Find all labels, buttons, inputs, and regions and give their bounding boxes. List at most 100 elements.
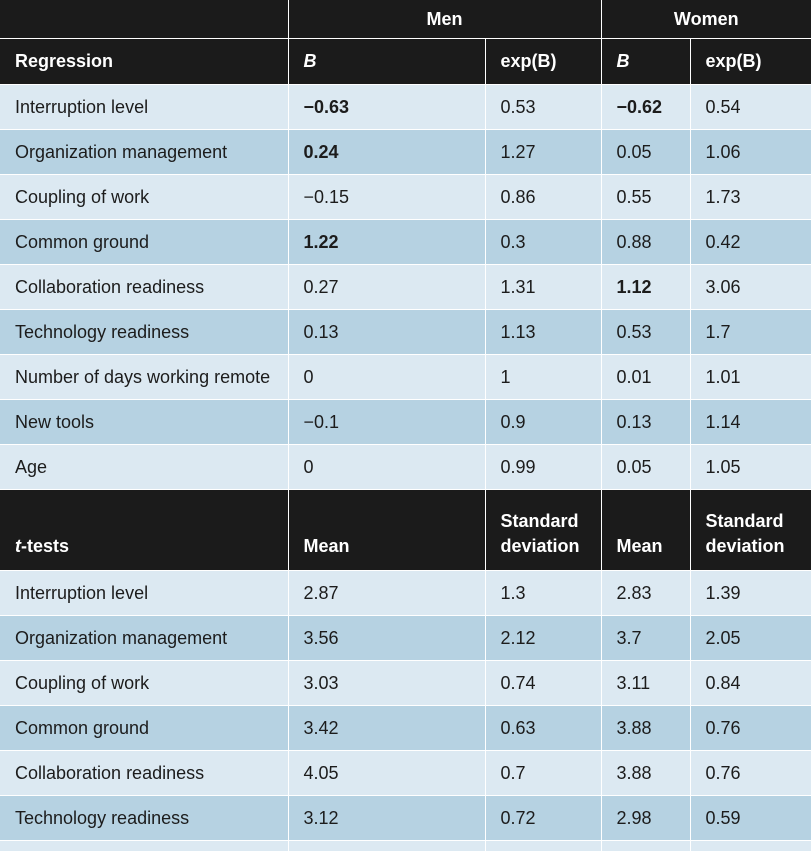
ttest-men-sd-cell: 0.7 — [485, 750, 602, 796]
regression-women-b-cell: 1.12 — [601, 264, 691, 310]
regression-row: Number of days working remote 0 1 0.01 1.01 — [0, 354, 811, 400]
regression-men-exp-cell: 0.3 — [485, 219, 602, 265]
ttest-row-label: Organization management — [0, 615, 289, 661]
regression-men-b-cell: 0.24 — [288, 129, 486, 175]
regression-men-exp-cell: 0.99 — [485, 444, 602, 490]
ttest-row-label: Collaboration readiness — [0, 750, 289, 796]
women-b-header: B — [601, 38, 691, 85]
regression-header-row: Regression B exp(B) B exp(B) — [0, 38, 811, 85]
regression-women-exp-cell: 1.01 — [690, 354, 811, 400]
regression-women-exp-cell: 1.7 — [690, 309, 811, 355]
regression-row: Interruption level −0.63 0.53 −0.62 0.54 — [0, 84, 811, 130]
ttest-men-mean-cell: 3.03 — [288, 660, 486, 706]
ttest-women-mean-cell: 2.83 — [601, 570, 691, 616]
regression-women-exp-cell: 1.14 — [690, 399, 811, 445]
ttests-section-label: t-tests — [0, 489, 289, 571]
tail-cell — [485, 840, 602, 852]
ttest-women-sd-cell: 2.05 — [690, 615, 811, 661]
regression-row: Coupling of work −0.15 0.86 0.55 1.73 — [0, 174, 811, 220]
table-tail-row — [0, 840, 811, 852]
ttest-women-mean-cell: 3.88 — [601, 705, 691, 751]
regression-men-b-cell: −0.15 — [288, 174, 486, 220]
women-b-header-text: B — [616, 51, 630, 71]
regression-row-label: Organization management — [0, 129, 289, 175]
regression-men-exp-cell: 0.86 — [485, 174, 602, 220]
ttest-men-mean-cell: 3.42 — [288, 705, 486, 751]
regression-row: Common ground 1.22 0.3 0.88 0.42 — [0, 219, 811, 265]
regression-row-label: Coupling of work — [0, 174, 289, 220]
regression-row-label: Age — [0, 444, 289, 490]
ttest-women-sd-cell: 0.59 — [690, 795, 811, 841]
ttest-row-label: Coupling of work — [0, 660, 289, 706]
ttest-women-mean-cell: 3.11 — [601, 660, 691, 706]
women-expb-header: exp(B) — [690, 38, 811, 85]
ttest-men-mean-cell: 3.56 — [288, 615, 486, 661]
tail-cell — [0, 840, 289, 852]
men-mean-header: Mean — [288, 489, 486, 571]
regression-row-label: Collaboration readiness — [0, 264, 289, 310]
regression-row: Organization management 0.24 1.27 0.05 1.06 — [0, 129, 811, 175]
ttest-row: Coupling of work 3.03 0.74 3.11 0.84 — [0, 660, 811, 706]
regression-men-exp-cell: 1.13 — [485, 309, 602, 355]
regression-women-exp-cell: 1.05 — [690, 444, 811, 490]
women-mean-header: Mean — [601, 489, 691, 571]
ttest-women-mean-cell: 2.98 — [601, 795, 691, 841]
regression-men-b-cell: 0 — [288, 354, 486, 400]
regression-men-exp-cell: 1 — [485, 354, 602, 400]
regression-row-label: Number of days working remote — [0, 354, 289, 400]
regression-women-exp-cell: 0.42 — [690, 219, 811, 265]
group-header-blank — [0, 0, 289, 39]
ttest-row: Organization management 3.56 2.12 3.7 2.05 — [0, 615, 811, 661]
regression-women-exp-cell: 0.54 — [690, 84, 811, 130]
tail-cell — [690, 840, 811, 852]
regression-women-b-cell: 0.53 — [601, 309, 691, 355]
regression-row: Technology readiness 0.13 1.13 0.53 1.7 — [0, 309, 811, 355]
regression-men-exp-cell: 1.27 — [485, 129, 602, 175]
regression-men-exp-cell: 0.53 — [485, 84, 602, 130]
ttests-body: Interruption level 2.87 1.3 2.83 1.39 Organiz… — [0, 570, 811, 841]
tail-cell — [601, 840, 691, 852]
regression-row: New tools −0.1 0.9 0.13 1.14 — [0, 399, 811, 445]
regression-row-label: Common ground — [0, 219, 289, 265]
regression-women-exp-cell: 1.06 — [690, 129, 811, 175]
ttest-women-sd-cell: 1.39 — [690, 570, 811, 616]
ttest-women-sd-cell: 0.84 — [690, 660, 811, 706]
regression-section-label: Regression — [0, 38, 289, 85]
regression-men-b-cell: 0 — [288, 444, 486, 490]
ttest-row-label: Interruption level — [0, 570, 289, 616]
ttests-label-rest: -tests — [21, 536, 70, 556]
regression-women-b-cell: 0.13 — [601, 399, 691, 445]
ttests-header-row: t-tests Mean Standard deviation Mean Sta… — [0, 489, 811, 571]
regression-men-b-cell: 0.13 — [288, 309, 486, 355]
regression-row: Collaboration readiness 0.27 1.31 1.12 3.06 — [0, 264, 811, 310]
women-sd-header: Standard deviation — [690, 489, 811, 571]
ttest-men-sd-cell: 0.63 — [485, 705, 602, 751]
regression-men-exp-cell: 0.9 — [485, 399, 602, 445]
ttest-row: Interruption level 2.87 1.3 2.83 1.39 — [0, 570, 811, 616]
regression-women-b-cell: −0.62 — [601, 84, 691, 130]
tail-cell — [288, 840, 486, 852]
ttest-women-mean-cell: 3.88 — [601, 750, 691, 796]
regression-women-b-cell: 0.05 — [601, 129, 691, 175]
ttest-row-label: Common ground — [0, 705, 289, 751]
ttest-row: Collaboration readiness 4.05 0.7 3.88 0.76 — [0, 750, 811, 796]
ttest-men-mean-cell: 4.05 — [288, 750, 486, 796]
regression-women-b-cell: 0.01 — [601, 354, 691, 400]
regression-men-exp-cell: 1.31 — [485, 264, 602, 310]
regression-row: Age 0 0.99 0.05 1.05 — [0, 444, 811, 490]
regression-men-b-cell: 1.22 — [288, 219, 486, 265]
ttest-row-label: Technology readiness — [0, 795, 289, 841]
ttest-men-sd-cell: 0.74 — [485, 660, 602, 706]
men-sd-header: Standard deviation — [485, 489, 602, 571]
regression-body: Interruption level −0.63 0.53 −0.62 0.54 Orga… — [0, 84, 811, 490]
ttest-row: Technology readiness 3.12 0.72 2.98 0.59 — [0, 795, 811, 841]
ttest-men-mean-cell: 2.87 — [288, 570, 486, 616]
regression-women-exp-cell: 1.73 — [690, 174, 811, 220]
men-b-header-text: B — [303, 51, 317, 71]
regression-men-b-cell: −0.63 — [288, 84, 486, 130]
regression-row-label: Technology readiness — [0, 309, 289, 355]
ttest-women-sd-cell: 0.76 — [690, 705, 811, 751]
group-header-women: Women — [601, 0, 811, 39]
regression-men-b-cell: −0.1 — [288, 399, 486, 445]
